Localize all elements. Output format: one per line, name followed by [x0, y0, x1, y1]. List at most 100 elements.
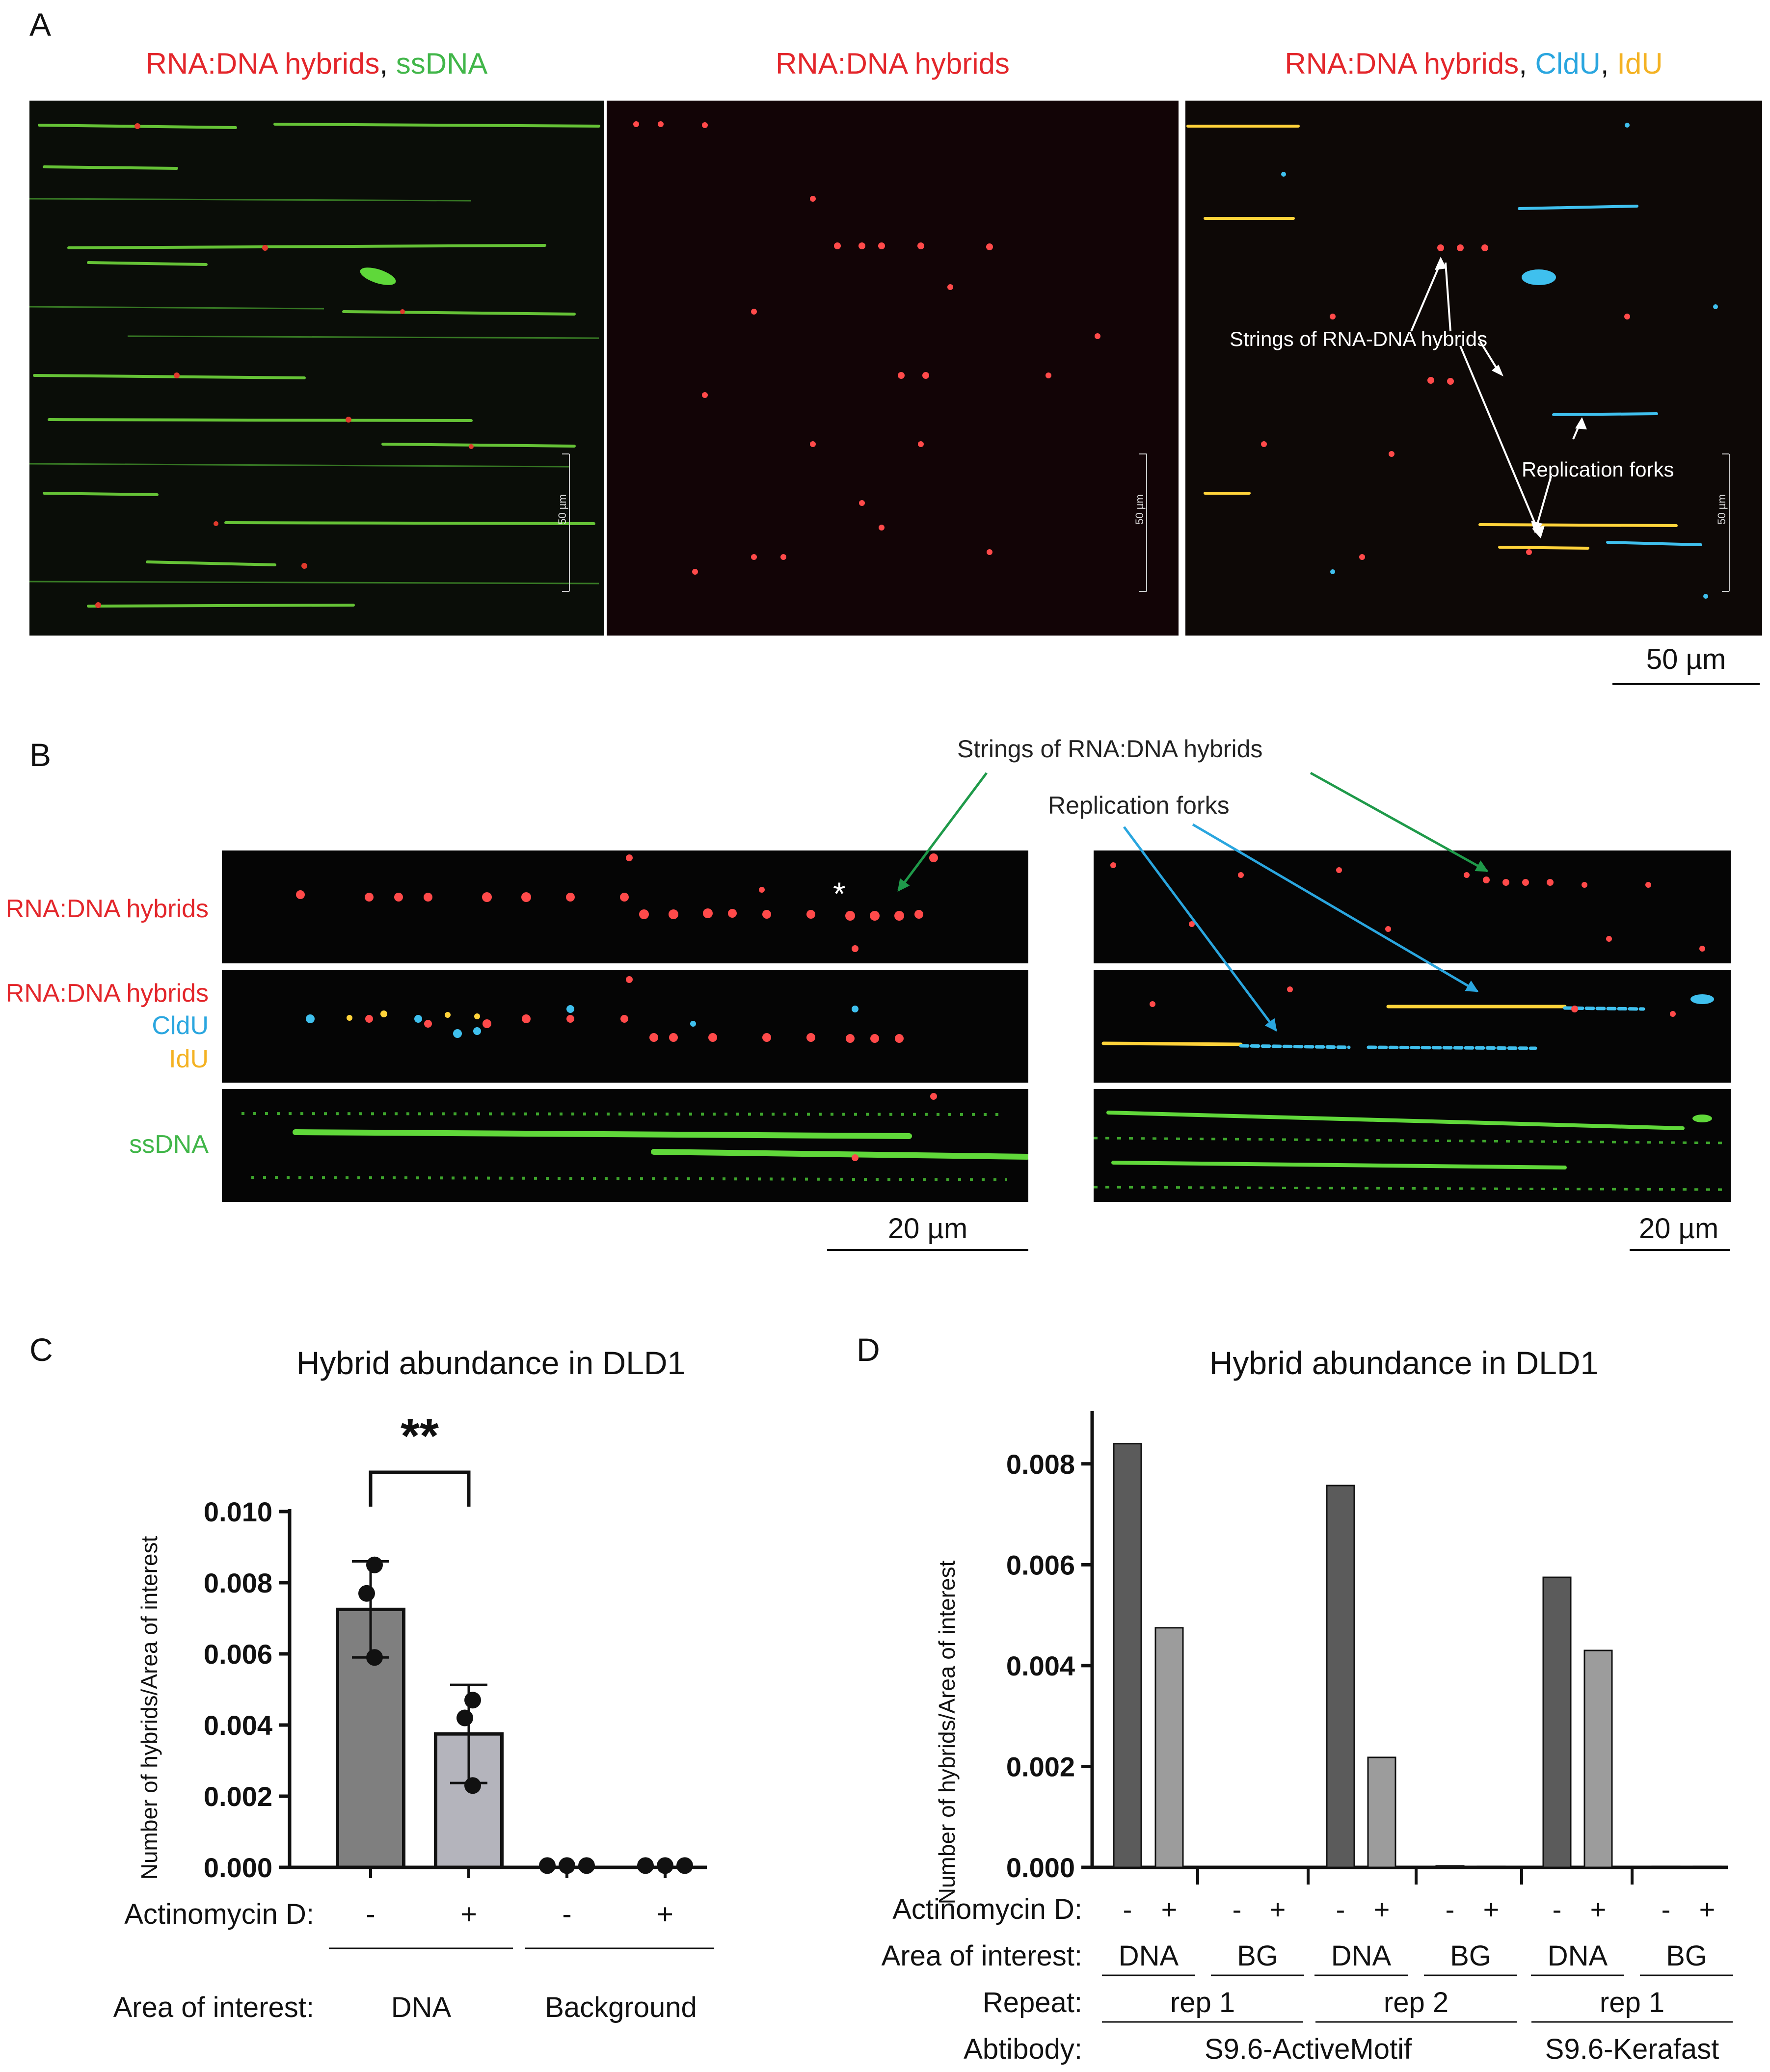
title-rnadna: RNA:DNA hybrids — [776, 47, 1010, 80]
micrograph-b2-svg — [306, 976, 904, 1043]
chart-d-actinomycin-label: + — [1699, 1894, 1716, 1925]
scalebar-a-label: 50 µm — [1646, 643, 1726, 675]
chart-d-actinomycin-label: - — [1233, 1894, 1242, 1925]
micrograph-b1-svg — [296, 853, 938, 952]
chart-d-area-label: BG — [1666, 1940, 1707, 1972]
panel-a-title-2: RNA:DNA hybrids — [607, 47, 1179, 80]
chart-d-title: Hybrid abundance in DLD1 — [1209, 1345, 1598, 1381]
micrograph-b4-svg — [1110, 862, 1705, 952]
chart-d-row-label: Area of interest: — [882, 1940, 1082, 1972]
arrow-green-right — [1310, 771, 1489, 873]
chart-c-point — [676, 1857, 693, 1874]
chart-c-actinomycin-label: + — [460, 1898, 477, 1930]
row-label-hybrids-merge: RNA:DNA hybrids — [5, 979, 209, 1008]
row-label-idu: IdU — [169, 1045, 209, 1073]
chart-c-ytick-label: 0.006 — [204, 1639, 272, 1670]
chart-d-area-label: BG — [1450, 1940, 1491, 1972]
chart-d-bar — [1222, 1866, 1252, 1868]
micrograph-b6-svg — [1094, 1111, 1727, 1191]
chart-d-actinomycin-label: - — [1553, 1894, 1562, 1925]
chart-d-ylabel: Number of hybrids/Area of interest — [934, 1561, 960, 1905]
row-label-ssdna: ssDNA — [129, 1130, 209, 1159]
chart-d-bar — [1326, 1485, 1355, 1868]
chart-c-point — [637, 1857, 654, 1874]
chart-c-area-label: Background — [545, 1992, 697, 2023]
chart-c-significance: ** — [401, 1408, 439, 1463]
chart-c-area-label: DNA — [391, 1992, 452, 2023]
chart-d-bar — [1263, 1866, 1292, 1868]
row-label-cldu: CldU — [152, 1011, 209, 1040]
title-cldu: CldU — [1535, 47, 1601, 80]
arrow-blue-lower — [1123, 826, 1278, 1032]
annotation-replication-forks-b: Replication forks — [1048, 792, 1230, 819]
title-sep: , — [1600, 47, 1617, 80]
chart-d-bar — [1692, 1865, 1722, 1868]
chart-c-point — [366, 1649, 383, 1666]
chart-d-bar — [1113, 1443, 1142, 1868]
chart-d-actinomycin-label: - — [1446, 1894, 1455, 1925]
arrow-green-left — [897, 772, 988, 892]
scalebar-b-right-label: 20 µm — [1638, 1213, 1719, 1245]
chart-c-ylabel: Number of hybrids/Area of interest — [136, 1536, 162, 1880]
micrograph-b5-svg — [1101, 986, 1714, 1050]
micrograph-b-right-ssdna — [1094, 1089, 1731, 1202]
panel-d-letter: D — [857, 1331, 880, 1368]
title-sep: , — [379, 47, 396, 80]
chart-d-actinomycin-label: + — [1270, 1894, 1286, 1925]
chart-c-ytick-label: 0.010 — [204, 1496, 272, 1527]
micrograph-a2-svg — [607, 101, 1179, 636]
micrograph-a-merge-ssdna: 50 µm — [29, 101, 604, 636]
micrograph-b3-svg — [241, 1093, 1028, 1181]
chart-c-point — [456, 1709, 473, 1727]
chart-c-title: Hybrid abundance in DLD1 — [296, 1345, 685, 1381]
chart-d-ytick-label: 0.000 — [1006, 1852, 1075, 1883]
micrograph-b-left-merge — [222, 970, 1028, 1083]
chart-d-area-label: DNA — [1548, 1940, 1608, 1972]
chart-d-bar — [1651, 1865, 1681, 1868]
arrow-blue-upper — [1192, 823, 1479, 993]
chart-d-ytick-label: 0.004 — [1006, 1650, 1075, 1681]
chart-d: Hybrid abundance in DLD1 Number of hybri… — [882, 1345, 1733, 2065]
chart-d-actinomycin-label: - — [1662, 1894, 1671, 1925]
chart-d-area-label: DNA — [1331, 1940, 1392, 1972]
panel-a-letter: A — [29, 6, 52, 43]
panel-a-title-3: RNA:DNA hybrids, CldU, IdU — [1185, 47, 1762, 80]
title-idu: IdU — [1617, 47, 1663, 80]
panel-b-letter: B — [29, 737, 52, 773]
chart-c-actinomycin-label: - — [366, 1898, 375, 1930]
micrograph-a1-svg — [29, 101, 604, 636]
title-ssdna: ssDNA — [396, 47, 488, 80]
chart-c-point — [657, 1857, 673, 1874]
chart-d-actinomycin-label: + — [1161, 1894, 1178, 1925]
chart-d-bar — [1435, 1865, 1465, 1868]
scalebar-b-right-line — [1630, 1249, 1730, 1251]
chart-d-actinomycin-label: - — [1336, 1894, 1345, 1925]
chart-c-ytick-label: 0.004 — [204, 1710, 272, 1741]
chart-d-repeat-label: rep 1 — [1600, 1987, 1664, 2019]
chart-c-ytick-label: 0.008 — [204, 1567, 272, 1598]
annotation-strings-hybrids-a: Strings of RNA-DNA hybrids — [1230, 327, 1488, 350]
chart-c-point — [366, 1556, 383, 1573]
micrograph-a3-svg — [1185, 101, 1762, 636]
chart-d-repeat-label: rep 1 — [1170, 1987, 1235, 2019]
row-label-hybrids: RNA:DNA hybrids — [5, 895, 209, 923]
chart-c-point — [464, 1692, 481, 1709]
panel-c-letter: C — [29, 1331, 53, 1368]
scalebar-a-line — [1612, 683, 1760, 685]
chart-d-bar — [1367, 1756, 1396, 1868]
chart-d-antibody-label: S9.6-Kerafast — [1545, 2033, 1719, 2065]
chart-d-row-label: Repeat: — [983, 1987, 1082, 2019]
asterisk-marker: * — [833, 876, 846, 912]
chart-c-actinomycin-label: + — [657, 1898, 673, 1930]
panel-a-title-1: RNA:DNA hybrids, ssDNA — [29, 47, 604, 80]
chart-d-ytick-label: 0.006 — [1006, 1549, 1075, 1580]
chart-d-actinomycin-label: + — [1374, 1894, 1390, 1925]
chart-d-bar — [1476, 1865, 1506, 1868]
scalebar-b-left-label: 20 µm — [887, 1213, 968, 1245]
chart-d-repeat-label: rep 2 — [1384, 1987, 1448, 2019]
chart-c-significance-bracket — [369, 1470, 471, 1507]
scalebar-b-left-line — [827, 1249, 1028, 1251]
chart-d-area-label: DNA — [1119, 1940, 1179, 1972]
chart-d-bar — [1154, 1627, 1184, 1868]
